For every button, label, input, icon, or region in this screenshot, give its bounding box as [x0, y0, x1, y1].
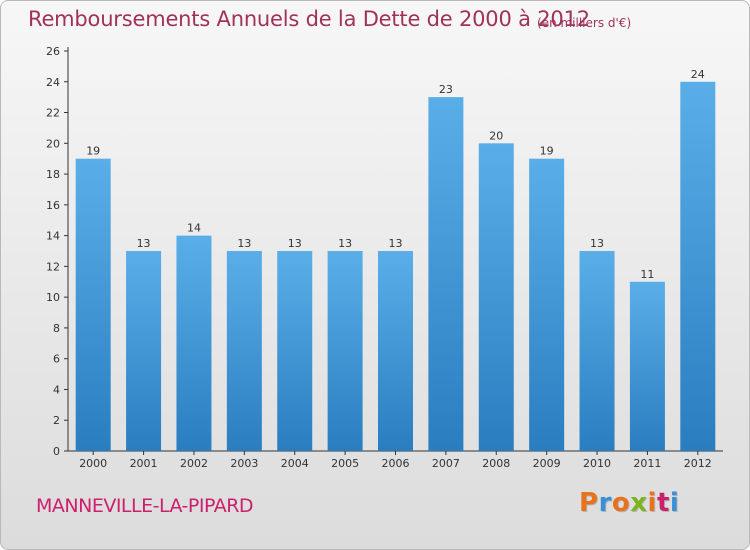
- bar: [75, 158, 111, 451]
- x-tick-label: 2004: [281, 457, 309, 470]
- bar: [428, 97, 464, 452]
- plot-area: 0246810121416182022242620001920011320021…: [46, 45, 723, 470]
- y-tick-label: 26: [46, 45, 60, 58]
- bar-value-label: 13: [389, 237, 403, 250]
- y-tick-label: 16: [46, 199, 60, 212]
- logo-letter: i: [669, 488, 680, 518]
- bar-value-label: 19: [86, 145, 100, 158]
- y-tick-label: 6: [53, 353, 60, 366]
- y-tick-label: 22: [46, 107, 60, 120]
- x-tick-label: 2012: [684, 457, 712, 470]
- y-tick-label: 20: [46, 137, 60, 150]
- bar: [579, 251, 615, 451]
- x-tick-label: 2001: [130, 457, 158, 470]
- chart-title: Remboursements Annuels de la Dette de 20…: [28, 7, 590, 31]
- logo-letter: r: [598, 488, 612, 518]
- bar: [226, 251, 262, 451]
- bar-value-label: 19: [540, 145, 554, 158]
- y-tick-label: 0: [53, 445, 60, 458]
- bar-value-label: 13: [237, 237, 251, 250]
- bar: [126, 251, 162, 451]
- bar: [176, 235, 212, 451]
- x-tick-label: 2006: [382, 457, 410, 470]
- y-tick-label: 14: [46, 230, 60, 243]
- bar: [529, 158, 565, 451]
- bar-value-label: 23: [439, 83, 453, 96]
- place-name: MANNEVILLE-LA-PIPARD: [36, 495, 254, 517]
- y-tick-label: 10: [46, 291, 60, 304]
- bar-value-label: 13: [137, 237, 151, 250]
- chart-subtitle: (en milliers d'€): [537, 16, 632, 30]
- bar-value-label: 20: [489, 129, 503, 142]
- x-tick-label: 2002: [180, 457, 208, 470]
- bar: [277, 251, 313, 451]
- x-tick-label: 2000: [79, 457, 107, 470]
- proxiti-logo: Proxiti: [579, 488, 679, 518]
- bar-value-label: 11: [640, 268, 654, 281]
- bar: [680, 81, 716, 452]
- bar-value-label: 13: [338, 237, 352, 250]
- bar-value-label: 13: [590, 237, 604, 250]
- y-tick-label: 4: [53, 383, 60, 396]
- x-tick-label: 2010: [583, 457, 611, 470]
- bar: [378, 251, 413, 451]
- logo-letter: o: [611, 488, 631, 518]
- bar-value-label: 24: [691, 68, 705, 81]
- bar: [478, 143, 514, 452]
- bar-value-label: 13: [288, 237, 302, 250]
- x-tick-label: 2007: [432, 457, 460, 470]
- y-tick-label: 24: [46, 76, 60, 89]
- bar: [327, 251, 363, 451]
- y-tick-label: 18: [46, 168, 60, 181]
- x-tick-label: 2011: [633, 457, 661, 470]
- x-tick-label: 2003: [230, 457, 258, 470]
- x-tick-label: 2009: [533, 457, 561, 470]
- logo-letter: i: [647, 488, 657, 518]
- logo-letter: P: [579, 488, 599, 518]
- logo-letter: t: [656, 488, 670, 518]
- y-tick-label: 2: [53, 414, 60, 427]
- y-tick-label: 8: [53, 322, 60, 335]
- bar-value-label: 14: [187, 222, 201, 235]
- y-tick-label: 12: [46, 260, 60, 273]
- x-tick-label: 2008: [482, 457, 510, 470]
- bar: [629, 281, 665, 451]
- x-tick-label: 2005: [331, 457, 359, 470]
- logo-letter: x: [630, 488, 648, 518]
